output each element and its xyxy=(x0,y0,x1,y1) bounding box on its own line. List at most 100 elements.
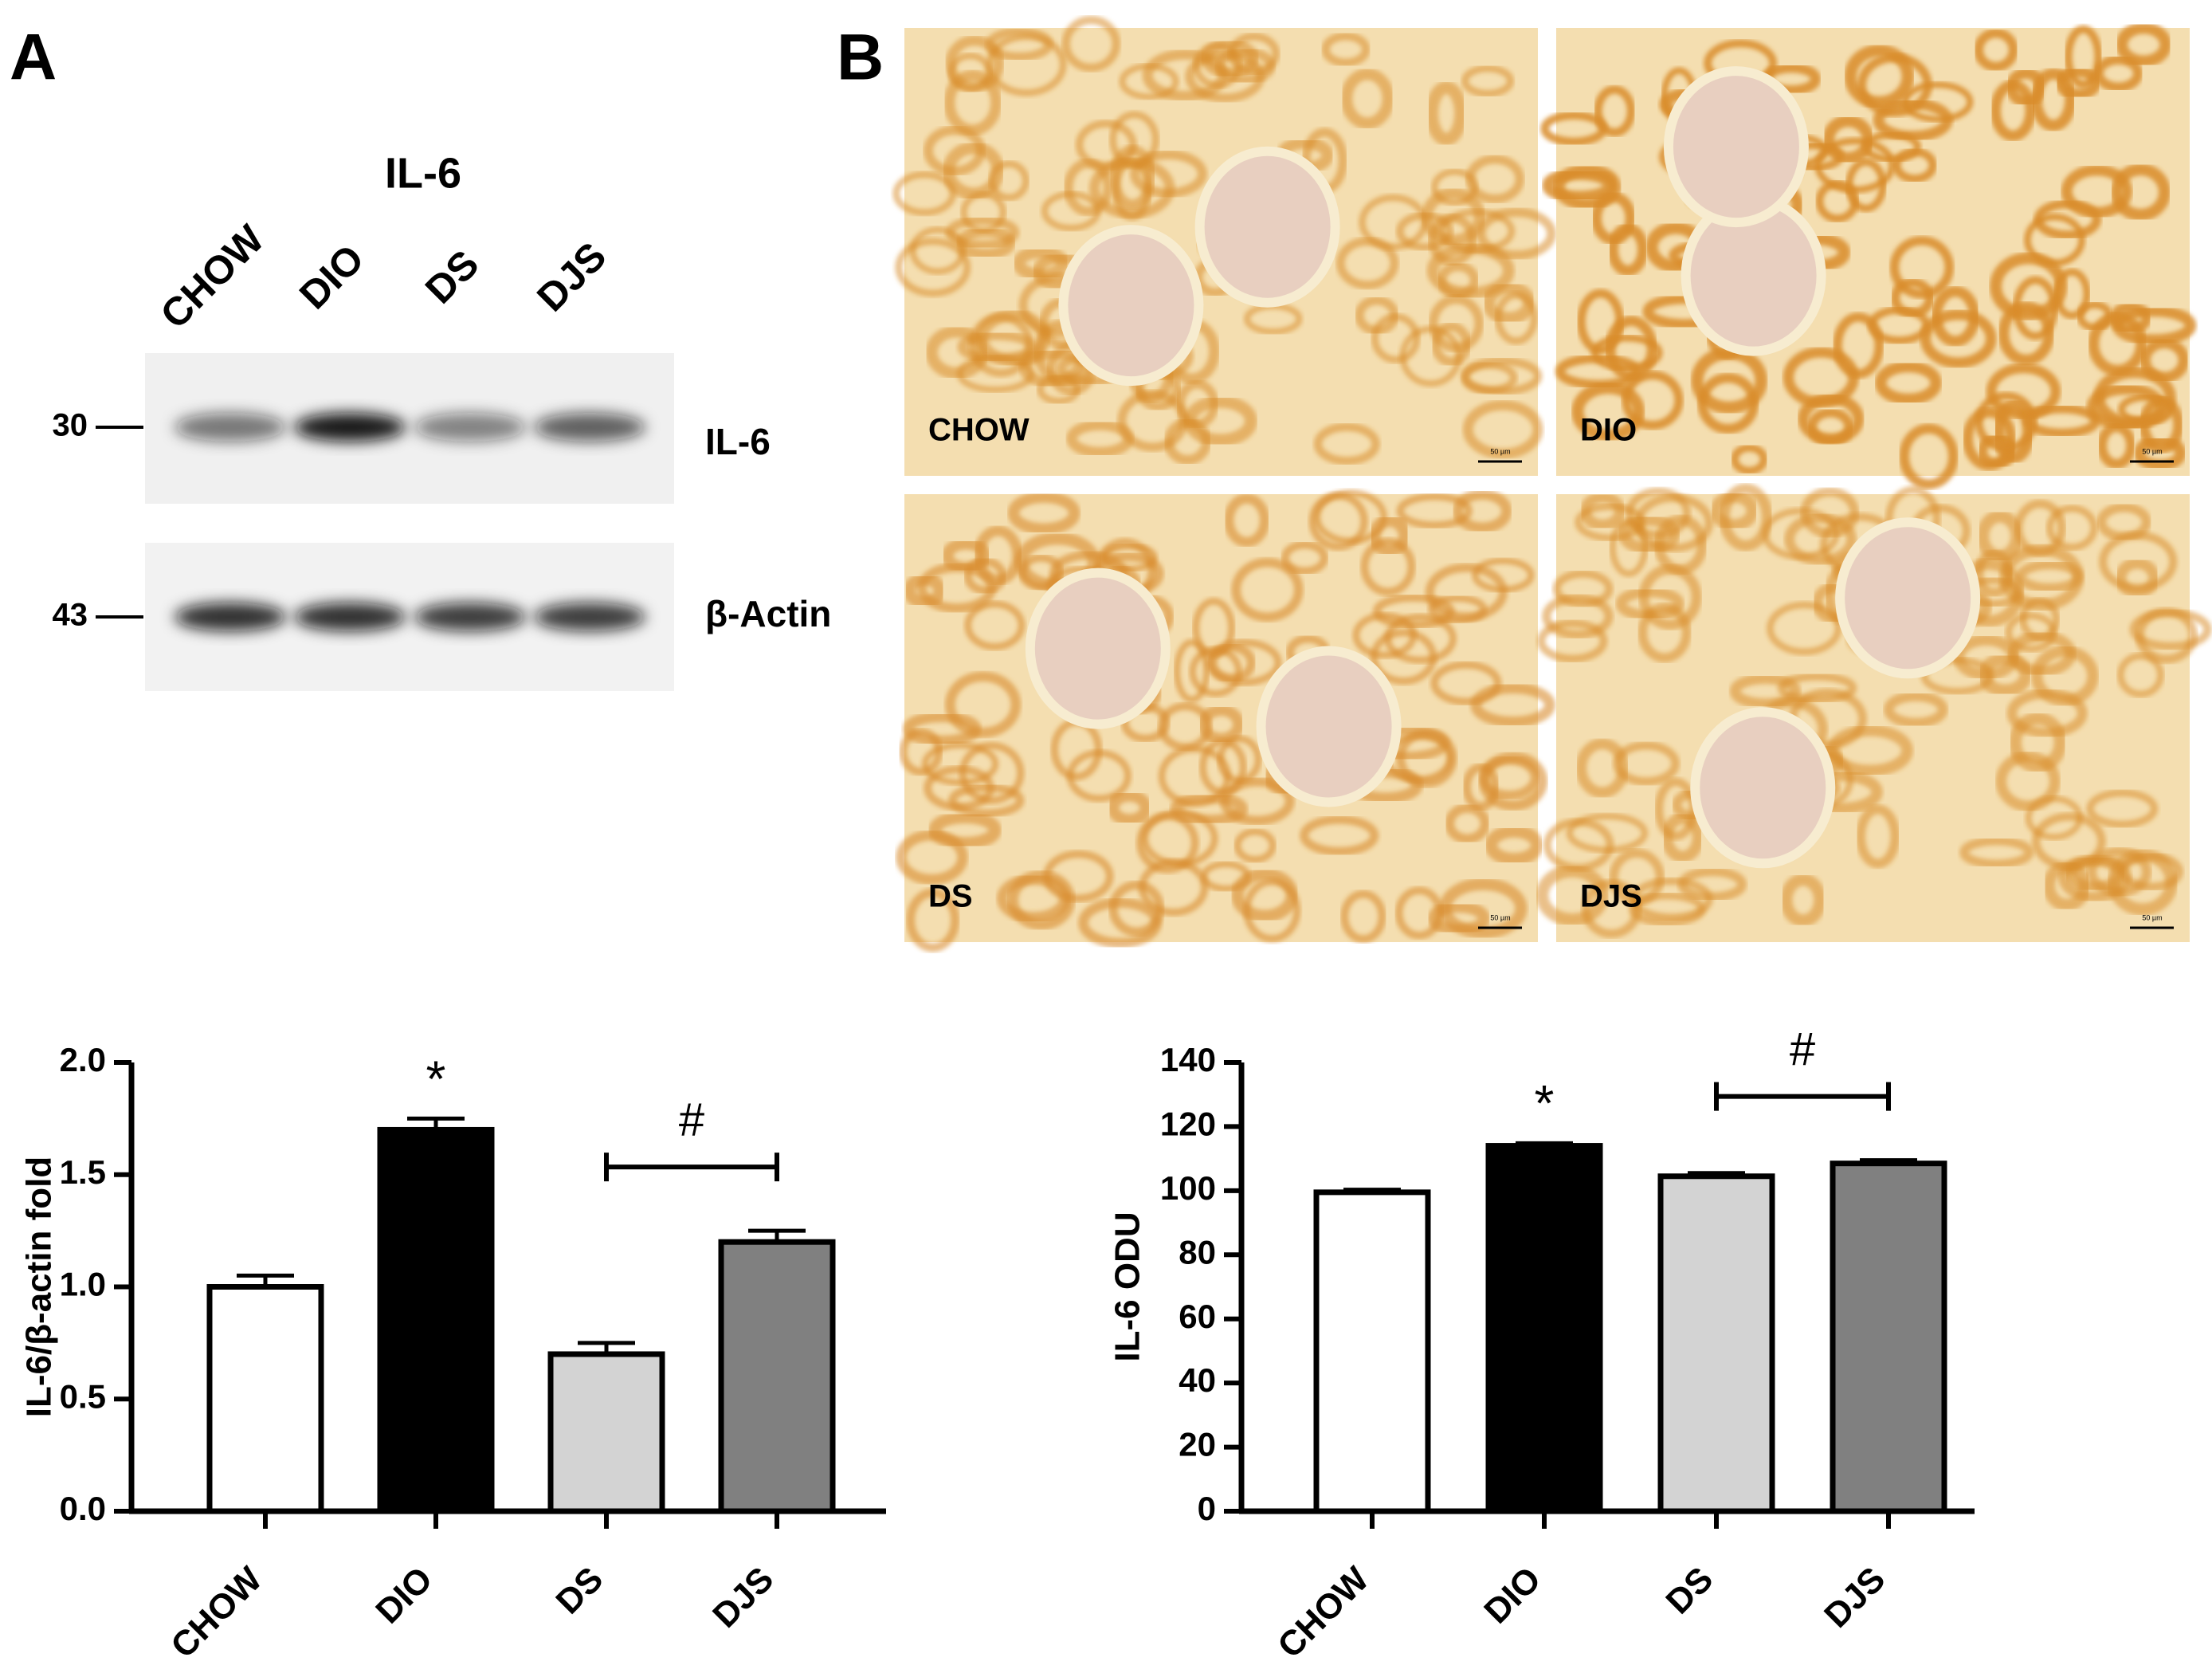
tubule xyxy=(1579,492,1626,531)
tubule xyxy=(1615,586,1684,622)
western-blot xyxy=(145,353,674,691)
bar xyxy=(206,1284,324,1514)
tubule xyxy=(941,537,991,574)
tubule xyxy=(1199,738,1247,796)
blot-band xyxy=(175,413,286,442)
glomerulus xyxy=(1058,225,1204,387)
tubule xyxy=(1335,237,1399,290)
lane-label: DIO xyxy=(291,236,372,317)
significance-bracket xyxy=(604,1153,779,1182)
tubule xyxy=(1482,281,1535,325)
blot-title: IL-6 xyxy=(385,149,461,197)
histology-panels: CHOW 50 µm DIO 50 µm DS 50 µm DJS 50 µm xyxy=(892,15,2212,952)
tubule xyxy=(1078,897,1162,948)
glomerulus xyxy=(1256,646,1402,807)
tubule xyxy=(892,171,957,216)
tubule xyxy=(1484,824,1544,866)
x-tick-label: DS xyxy=(548,1560,610,1622)
y-tick-label: 1.5 xyxy=(60,1153,106,1191)
tubule xyxy=(1340,68,1394,130)
scale-bar-label: 50 µm xyxy=(1490,447,1510,455)
tubule xyxy=(1462,399,1543,459)
tubule xyxy=(1359,194,1428,251)
blot-band xyxy=(414,603,526,631)
tubule xyxy=(1300,815,1379,856)
y-tick-label: 0.0 xyxy=(60,1490,106,1527)
y-tick-label: 140 xyxy=(1160,1041,1216,1078)
tubule xyxy=(1007,491,1081,535)
tubule xyxy=(1462,763,1500,811)
tubule xyxy=(1822,115,1874,164)
glomerulus xyxy=(1194,146,1340,308)
significance-mark: # xyxy=(1790,1023,1815,1075)
tubule xyxy=(925,325,989,379)
tubule xyxy=(1629,891,1706,927)
tubule xyxy=(1883,691,1948,729)
tubule xyxy=(948,783,1025,818)
blot-band xyxy=(534,413,645,442)
tubule xyxy=(1590,334,1663,372)
tubule xyxy=(1173,638,1210,703)
tubule xyxy=(2116,22,2172,68)
tubule xyxy=(1453,489,1512,533)
tubule xyxy=(1368,514,1411,557)
tubule xyxy=(1158,701,1213,752)
x-tick-label: DJS xyxy=(705,1560,781,1636)
tubule xyxy=(943,69,1002,136)
tubule xyxy=(1576,289,1625,355)
tubule xyxy=(1066,749,1131,803)
tubule xyxy=(985,26,1053,61)
tubule xyxy=(2009,712,2067,773)
tissue-background xyxy=(904,494,1538,942)
tubule xyxy=(899,728,943,776)
tubule xyxy=(1542,167,1617,203)
y-tick-label: 120 xyxy=(1160,1106,1216,1143)
tubule xyxy=(1119,62,1179,100)
bar xyxy=(1485,1143,1603,1514)
tubule xyxy=(2086,788,2159,829)
y-tick-label: 40 xyxy=(1179,1361,1216,1399)
tubule xyxy=(1192,597,1236,658)
tubule xyxy=(1233,827,1277,863)
tubule xyxy=(1437,208,1516,253)
tubule xyxy=(1779,873,1826,927)
y-tick-label: 100 xyxy=(1160,1169,1216,1207)
tubule xyxy=(1461,65,1515,98)
tubule xyxy=(1552,569,1614,608)
tubule xyxy=(1384,613,1457,664)
tubule xyxy=(903,572,947,609)
band-label: IL-6 xyxy=(705,421,771,462)
tubule xyxy=(988,160,1030,202)
x-tick-label: DIO xyxy=(368,1560,440,1632)
marker-size: 30 xyxy=(53,408,88,443)
histology-image: DIO 50 µm xyxy=(1540,22,2197,489)
tubule xyxy=(1777,672,1857,705)
y-tick-label: 0.5 xyxy=(60,1377,106,1415)
scale-bar-label: 50 µm xyxy=(2142,447,2162,455)
tubule xyxy=(1396,493,1473,529)
tubule xyxy=(1995,751,2061,812)
tubule xyxy=(1437,261,1480,300)
tubule xyxy=(1902,81,1974,123)
tubule xyxy=(1352,611,1418,659)
tubule xyxy=(1542,593,1614,639)
y-tick-label: 60 xyxy=(1179,1298,1216,1335)
lane-label: CHOW xyxy=(152,216,273,337)
y-tick-label: 20 xyxy=(1179,1426,1216,1463)
tubule xyxy=(1594,85,1636,137)
tubule xyxy=(1340,890,1386,944)
tubule xyxy=(1729,673,1802,709)
tubule xyxy=(964,600,1026,650)
tubule xyxy=(1428,294,1484,352)
tubule xyxy=(1189,646,1242,697)
tubule xyxy=(1537,619,1608,663)
significance-mark: # xyxy=(679,1094,704,1145)
tubule xyxy=(1281,540,1329,575)
tubule xyxy=(1920,308,1997,368)
y-tick-label: 1.0 xyxy=(60,1266,106,1303)
x-tick-label: CHOW xyxy=(1270,1559,1376,1665)
tubule xyxy=(896,830,968,886)
scale-bar-label: 50 µm xyxy=(2142,913,2162,921)
